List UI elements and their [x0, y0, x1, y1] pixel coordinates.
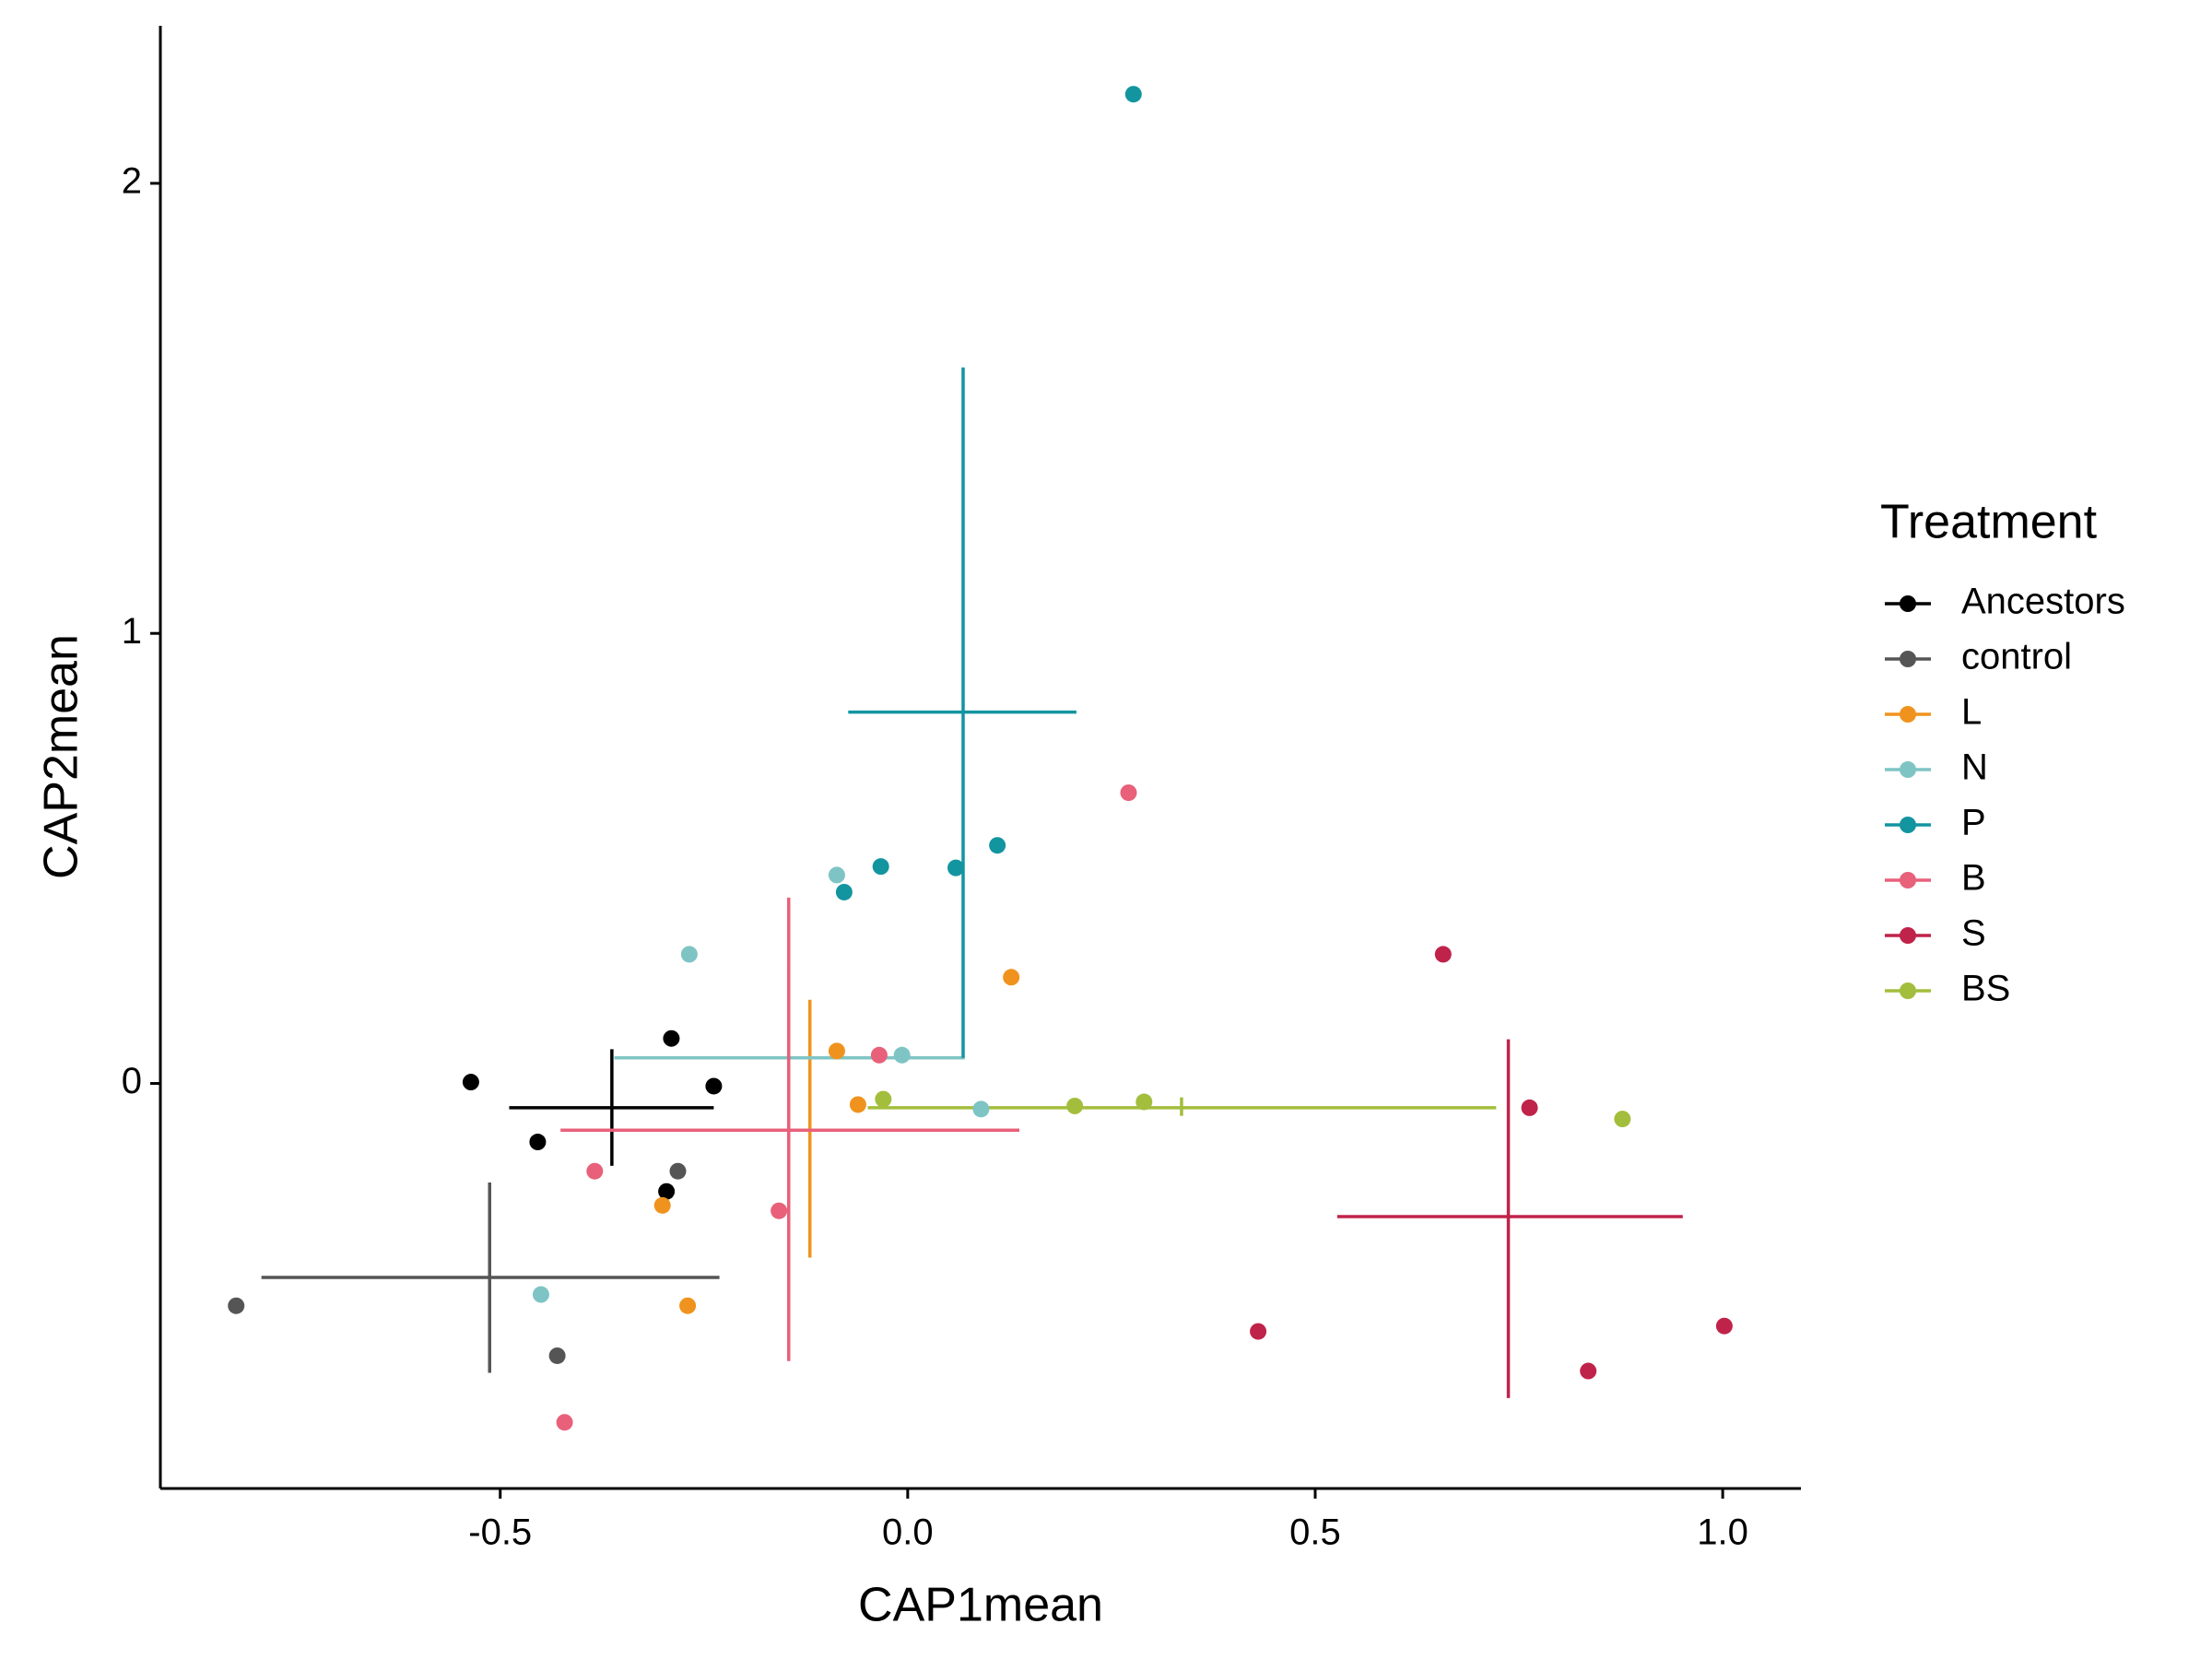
point	[669, 1162, 687, 1180]
point	[548, 1347, 566, 1364]
legend-dot	[1900, 982, 1916, 999]
x-axis-title: CAP1mean	[858, 1579, 1103, 1632]
point	[849, 1096, 866, 1113]
legend-label: P	[1961, 803, 1986, 843]
legend-label: BS	[1961, 969, 2010, 1009]
y-tick-label: 1	[122, 611, 142, 652]
x-tick-label: 0.5	[1289, 1512, 1341, 1553]
point	[658, 1182, 676, 1200]
legend-label: Ancestors	[1961, 582, 2125, 622]
point	[1434, 946, 1452, 963]
x-tick-label: 1.0	[1697, 1512, 1748, 1553]
point	[1124, 86, 1142, 103]
point	[679, 1297, 697, 1314]
point	[586, 1162, 604, 1180]
point	[529, 1134, 547, 1151]
point	[705, 1077, 723, 1095]
point	[1003, 969, 1020, 986]
legend-title: Treatment	[1880, 496, 2098, 549]
point	[870, 1046, 888, 1064]
point	[771, 1202, 788, 1219]
point	[875, 1090, 892, 1108]
legend-dot	[1900, 651, 1916, 667]
point	[872, 858, 889, 876]
point	[972, 1100, 990, 1118]
point	[1715, 1317, 1733, 1335]
legend-dot	[1900, 595, 1916, 612]
legend-label: L	[1961, 692, 1982, 733]
point	[1066, 1097, 1084, 1114]
point	[989, 837, 1006, 854]
legend-dot	[1900, 706, 1916, 723]
legend-label: B	[1961, 858, 1986, 899]
point	[1250, 1323, 1267, 1340]
y-axis-title: CAP2mean	[35, 634, 88, 879]
point	[1580, 1362, 1597, 1380]
legend-label: S	[1961, 913, 1986, 954]
point	[680, 946, 698, 963]
point	[532, 1286, 549, 1303]
x-tick-label: 0.0	[882, 1512, 934, 1553]
point	[228, 1297, 245, 1314]
point	[663, 1030, 680, 1047]
point	[828, 1042, 845, 1060]
legend-label: control	[1961, 637, 2072, 677]
y-tick-label: 2	[122, 160, 142, 201]
point	[947, 859, 965, 877]
legend-label: N	[1961, 747, 1988, 788]
point	[1120, 784, 1137, 802]
point	[1135, 1093, 1153, 1111]
point	[828, 866, 845, 884]
point	[893, 1046, 911, 1064]
y-tick-label: 0	[122, 1061, 142, 1101]
x-tick-label: -0.5	[468, 1512, 532, 1553]
point	[653, 1196, 671, 1214]
point	[835, 883, 853, 900]
legend-dot	[1900, 761, 1916, 778]
point	[1614, 1111, 1631, 1128]
point	[556, 1414, 573, 1431]
point	[1521, 1099, 1538, 1116]
legend-dot	[1900, 872, 1916, 888]
legend-dot	[1900, 927, 1916, 944]
point	[462, 1074, 479, 1091]
legend-dot	[1900, 817, 1916, 833]
